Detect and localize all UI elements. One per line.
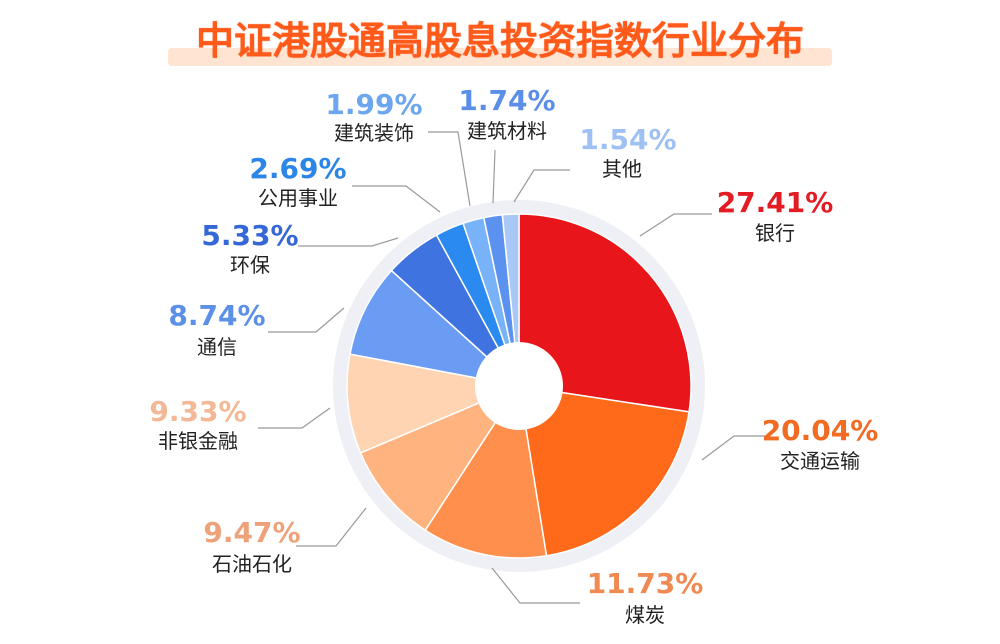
slice-category-label: 建筑装饰 (334, 121, 414, 145)
leader-line-0 (639, 213, 712, 237)
leader-line-4 (258, 407, 331, 429)
slice-category-label: 建筑材料 (467, 119, 547, 143)
slice-category-label: 交通运输 (780, 449, 860, 473)
slice-category-label: 煤炭 (625, 603, 665, 627)
slice-percent-label: 2.69% (249, 152, 346, 185)
slice-percent-label: 5.33% (201, 219, 298, 252)
slice-percent-label: 9.47% (203, 516, 300, 549)
leader-line-3 (296, 507, 367, 547)
slice-percent-label: 1.99% (325, 88, 422, 121)
pie-slice-5 (349, 269, 522, 388)
slice-category-label: 环保 (230, 253, 270, 277)
slice-category-label: 通信 (197, 335, 237, 359)
pie-center-hole (475, 342, 563, 430)
slice-percent-label: 27.41% (717, 186, 834, 219)
slice-category-label: 非银金融 (158, 429, 238, 453)
slice-category-label: 银行 (755, 221, 795, 245)
title-underline-highlight (168, 48, 832, 66)
leader-line-1 (701, 435, 770, 461)
pie-slice-3 (359, 384, 521, 532)
leader-line-2 (491, 567, 580, 604)
leader-line-9 (492, 149, 496, 204)
slice-percent-label: 1.74% (458, 84, 555, 117)
slice-percent-label: 20.04% (762, 414, 879, 447)
slice-percent-label: 9.33% (149, 395, 246, 428)
slice-percent-label: 8.74% (168, 299, 265, 332)
leader-line-10 (513, 169, 570, 203)
slice-percent-label: 11.73% (587, 567, 704, 600)
slice-category-label: 公用事业 (258, 186, 338, 210)
leader-line-6 (298, 237, 399, 247)
slice-percent-label: 1.54% (579, 123, 676, 156)
leader-line-7 (352, 185, 441, 213)
pie-slice-1 (518, 385, 690, 557)
slice-category-label: 其他 (602, 157, 642, 181)
slice-category-label: 石油石化 (212, 552, 292, 576)
chart-title: 中证港股通高股息投资指数行业分布 (195, 19, 804, 63)
leader-line-8 (428, 131, 471, 207)
leader-line-5 (268, 307, 345, 333)
pie-slice-0 (518, 213, 692, 413)
